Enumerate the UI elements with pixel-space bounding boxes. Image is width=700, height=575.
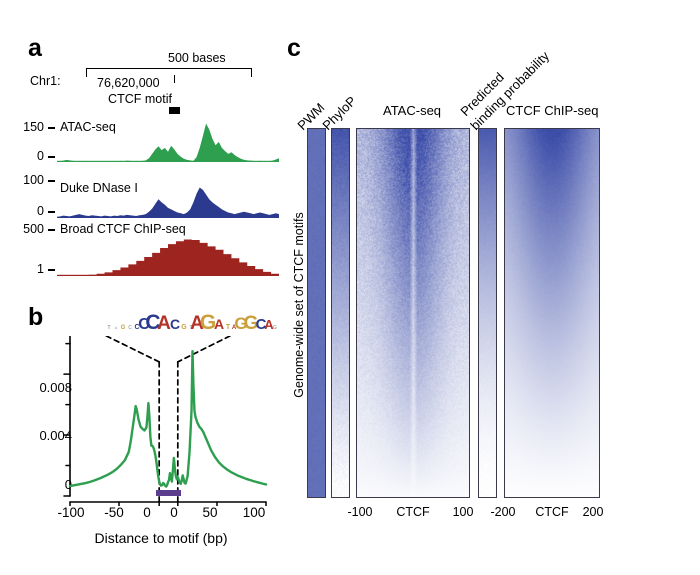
panel-b-motif-bar <box>156 490 181 496</box>
coordinate-tick-icon <box>174 75 176 83</box>
panel-b-xtick-0: -100 <box>57 505 85 520</box>
track-atac-plot <box>57 122 279 162</box>
track-atac-min-tick-icon <box>48 156 55 158</box>
track-dnase-min: 0 <box>37 204 44 218</box>
sequence-logo: T A G C C C C A C G T A G A T A G <box>103 299 278 335</box>
scale-bar <box>86 68 252 77</box>
panel-a: a Chr1: 500 bases 76,620,000 CTCF motif … <box>0 0 285 290</box>
heatmap-predicted <box>478 128 497 498</box>
svg-text:T: T <box>107 325 110 331</box>
svg-text:A: A <box>232 325 237 331</box>
panel-c-ylabel: Genome-wide set of CTCF motifs <box>292 212 306 398</box>
track-dnase-max-tick-icon <box>48 180 55 182</box>
panel-b-xtick-3: 0 <box>170 505 178 520</box>
svg-text:A: A <box>214 316 224 332</box>
svg-text:C: C <box>138 316 150 333</box>
track-atac-max-tick-icon <box>48 127 55 129</box>
panel-b-plot <box>63 336 268 506</box>
svg-text:G: G <box>200 311 216 334</box>
svg-text:G: G <box>181 324 187 331</box>
svg-text:A: A <box>190 313 204 334</box>
column-title-atac: ATAC-seq <box>383 103 442 118</box>
track-dnase-label: Duke DNase I <box>60 181 138 195</box>
svg-text:T: T <box>226 324 231 331</box>
panel-c-letter: c <box>287 34 301 62</box>
atac-axis-right: 100 <box>452 505 474 519</box>
panel-b-xlabel: Distance to motif (bp) <box>94 530 228 546</box>
track-dnase-max: 100 <box>23 173 44 187</box>
scale-bar-label: 500 bases <box>168 51 226 65</box>
panel-b-ytick-0: 0.008 <box>39 380 72 395</box>
track-chip-max-tick-icon <box>48 229 55 231</box>
track-chip-min-tick-icon <box>48 269 55 271</box>
ctcf-motif-label: CTCF motif <box>108 92 172 106</box>
svg-text:G: G <box>234 314 247 333</box>
chip-axis-right: 200 <box>582 505 604 519</box>
svg-text:A: A <box>264 317 274 332</box>
svg-text:A: A <box>115 325 118 330</box>
atac-axis-center: CTCF <box>396 505 430 519</box>
track-dnase-min-tick-icon <box>48 211 55 213</box>
track-atac-max: 150 <box>23 120 44 134</box>
column-title-chip: CTCF ChIP-seq <box>506 103 599 118</box>
svg-text:A: A <box>157 313 171 334</box>
svg-text:G: G <box>244 313 259 334</box>
panel-b-xtick-5: 100 <box>242 505 266 520</box>
atac-axis-left: -100 <box>347 505 373 519</box>
svg-text:G: G <box>273 325 277 331</box>
svg-text:G: G <box>121 325 126 331</box>
track-chip-min: 1 <box>37 262 44 276</box>
panel-b-xtick-2: 0 <box>143 505 151 520</box>
track-chip-max: 500 <box>23 222 44 236</box>
track-chip-plot <box>57 238 279 276</box>
chip-axis-center: CTCF <box>535 505 569 519</box>
svg-text:C: C <box>145 311 160 334</box>
heatmap-chip <box>504 128 600 498</box>
chip-axis-left: -200 <box>490 505 516 519</box>
panel-a-letter: a <box>28 34 42 62</box>
track-atac-label: ATAC-seq <box>60 120 116 134</box>
panel-b-xtick-1: -50 <box>104 505 124 520</box>
track-atac-min: 0 <box>37 149 44 163</box>
heatmap-phylop <box>331 128 350 498</box>
sequence-logo-svg: T A G C C C C A C G T A G A T A G <box>107 311 277 334</box>
heatmap-pwm <box>307 128 326 498</box>
panel-b-xtick-4: 50 <box>202 505 218 520</box>
ctcf-motif-box-icon <box>169 107 180 114</box>
panel-b-ytick-2: 0 <box>64 477 72 492</box>
panel-b-ytick-1: 0.004 <box>39 428 72 443</box>
track-dnase-plot <box>57 186 279 218</box>
svg-text:C: C <box>256 316 267 333</box>
track-chip-label: Broad CTCF ChIP-seq <box>60 222 186 236</box>
heatmap-atac <box>356 128 470 498</box>
genomic-coordinate: 76,620,000 <box>97 76 160 90</box>
svg-text:C: C <box>170 316 180 332</box>
panel-b-letter: b <box>28 303 44 331</box>
chromosome-label: Chr1: <box>30 74 61 88</box>
svg-text:T: T <box>189 325 192 331</box>
svg-text:C: C <box>128 325 132 331</box>
svg-text:C: C <box>134 324 139 331</box>
